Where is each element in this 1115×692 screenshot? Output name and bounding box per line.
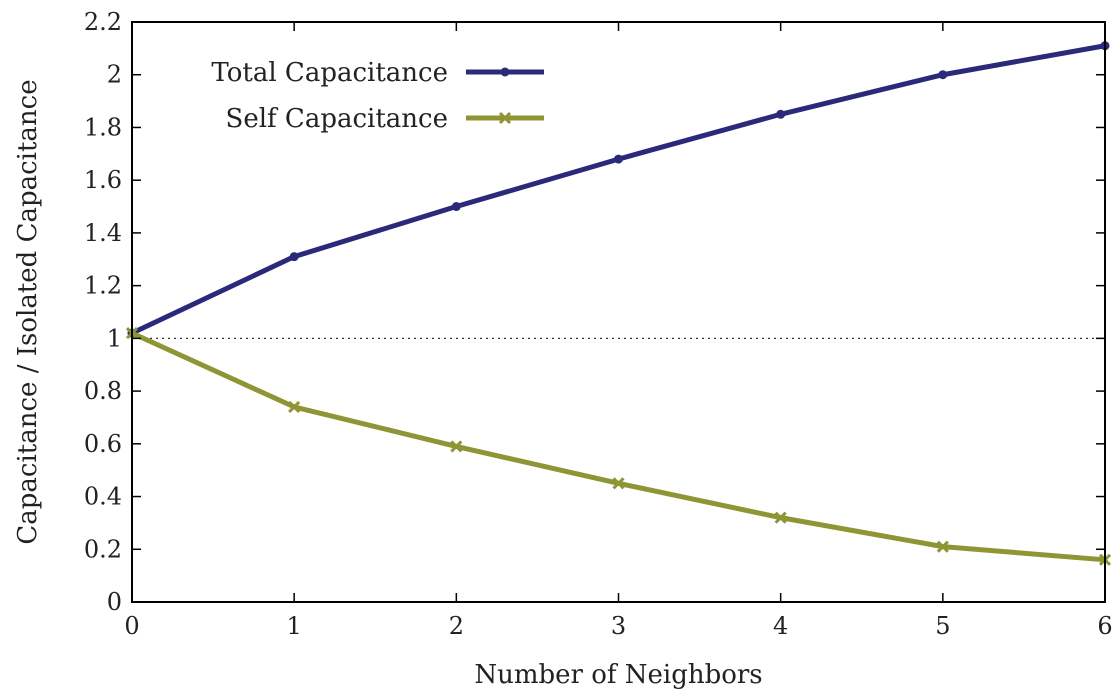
x-axis-label: Number of Neighbors [474, 660, 762, 690]
ticks-layer: 0 1 2 3 4 5 6 0 0.2 0.4 0.6 0.8 1 1.2 1.4 1.6 1.8 2 2.2 [84, 8, 1113, 640]
x-tick-label: 1 [287, 612, 302, 640]
marker-stroke [936, 540, 949, 553]
legend: Total Capacitance Self Capacitance [211, 58, 544, 134]
y-tick-label: 0.6 [84, 430, 122, 458]
legend-entry: Self Capacitance [226, 104, 544, 134]
x-tick-label: 6 [1097, 612, 1112, 640]
data-point [450, 440, 463, 453]
y-tick-label: 0 [107, 588, 122, 616]
data-point [936, 540, 949, 553]
y-tick-label: 2 [107, 61, 122, 89]
marker-stroke [612, 477, 625, 490]
data-point [289, 252, 299, 262]
y-tick-label: 1.4 [84, 219, 122, 247]
y-tick-label: 1 [107, 324, 122, 352]
y-tick-label: 1.8 [84, 113, 122, 141]
y-tick-label: 1.6 [84, 166, 122, 194]
x-tick-label: 4 [773, 612, 788, 640]
series-line-total-capacitance [130, 43, 1106, 336]
data-point [288, 400, 301, 413]
legend-label: Self Capacitance [226, 104, 448, 134]
marker-stroke [450, 440, 463, 453]
y-axis-label: Capacitance / Isolated Capacitance [13, 79, 43, 544]
series-self-capacitance [125, 327, 1112, 566]
x-tick-label: 2 [449, 612, 464, 640]
marker-stroke [774, 511, 787, 524]
legend-entry: Total Capacitance [211, 58, 544, 88]
x-tick-label: 0 [124, 612, 139, 640]
legend-marker [498, 111, 512, 125]
legend-marker [500, 67, 510, 77]
marker-stroke [498, 111, 512, 125]
marker-stroke [288, 400, 301, 413]
data-point [774, 511, 787, 524]
data-point [776, 109, 786, 119]
data-point [451, 202, 461, 212]
y-tick-label: 2.2 [84, 8, 122, 36]
x-tick-label: 5 [935, 612, 950, 640]
legend-label: Total Capacitance [211, 58, 448, 88]
y-tick-label: 0.4 [84, 483, 122, 511]
data-point [612, 477, 625, 490]
series-line-self-capacitance [130, 330, 1106, 563]
x-tick-label: 3 [611, 612, 626, 640]
data-point [938, 70, 948, 80]
y-tick-label: 0.8 [84, 377, 122, 405]
y-tick-label: 0.2 [84, 535, 122, 563]
y-tick-label: 1.2 [84, 272, 122, 300]
data-point [614, 154, 623, 164]
